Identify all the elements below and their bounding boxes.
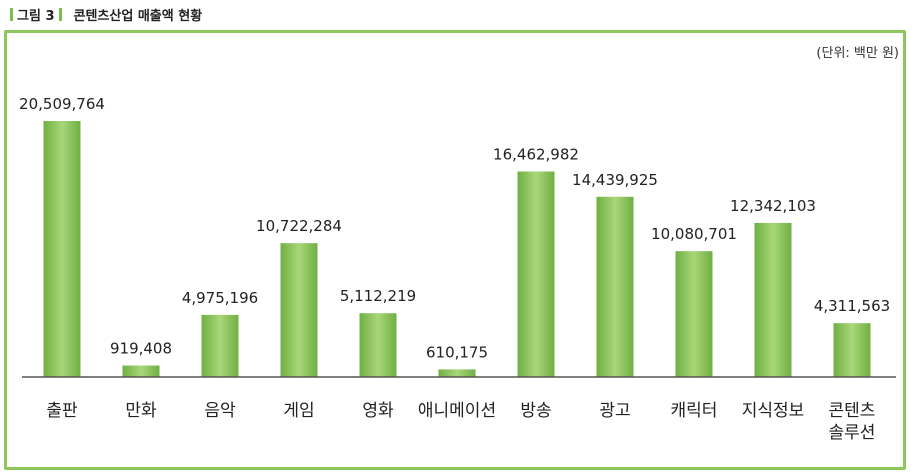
caption-marker-left (10, 7, 13, 21)
category-label: 광고 (599, 401, 630, 421)
category-label: 만화 (125, 401, 157, 421)
category-label: 영화 (362, 401, 394, 421)
figure-caption: 그림 3 콘텐츠산업 매출액 현황 (6, 4, 202, 24)
bar (359, 313, 397, 377)
category-label: 게임 (283, 401, 314, 421)
bar (675, 251, 713, 377)
data-label: 14,439,925 (572, 171, 658, 189)
data-label: 20,509,764 (19, 95, 105, 113)
bar (833, 323, 871, 377)
data-label: 610,175 (426, 343, 488, 361)
category-label: 콘텐츠 솔루션 (829, 401, 876, 443)
data-label: 919,408 (110, 340, 172, 358)
caption-marker-right (58, 7, 62, 21)
data-label: 10,722,284 (256, 217, 342, 235)
bar (596, 196, 634, 377)
bar (122, 365, 160, 377)
category-label: 지식정보 (742, 401, 805, 421)
category-label: 애니메이션 (418, 401, 496, 421)
bar (517, 171, 555, 377)
chart-frame (4, 30, 906, 470)
bar (438, 369, 476, 377)
bar (754, 222, 792, 377)
data-label: 16,462,982 (493, 146, 579, 164)
bar (43, 121, 81, 377)
data-label: 12,342,103 (730, 197, 816, 215)
data-label: 5,112,219 (340, 287, 416, 305)
category-label: 음악 (204, 401, 236, 421)
bar (201, 314, 239, 377)
bar (280, 243, 318, 377)
data-label: 4,311,563 (814, 297, 890, 315)
figure-label: 그림 3 (17, 8, 55, 24)
unit-note: (단위: 백만 원) (816, 46, 899, 61)
data-label: 10,080,701 (651, 225, 737, 243)
category-label: 방송 (520, 401, 551, 421)
figure-title: 콘텐츠산업 매출액 현황 (73, 8, 203, 24)
data-label: 4,975,196 (182, 289, 258, 307)
category-label: 출판 (46, 401, 78, 421)
category-label: 캐릭터 (671, 401, 718, 421)
